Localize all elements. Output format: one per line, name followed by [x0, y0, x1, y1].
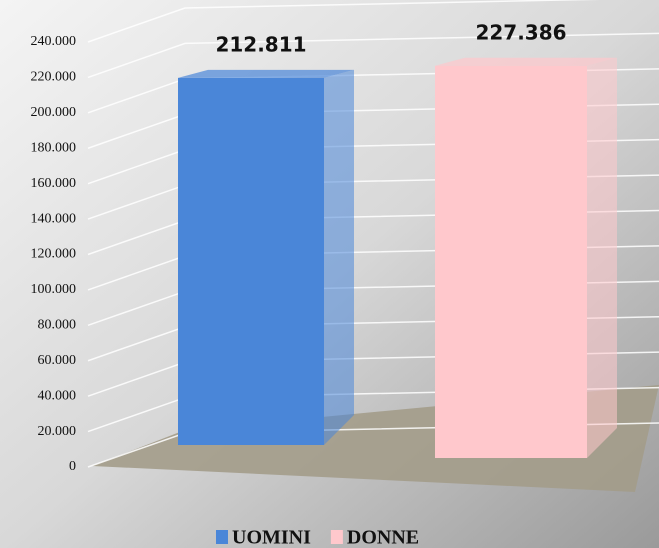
bar-side	[587, 58, 617, 458]
y-tick-label: 80.000	[38, 318, 77, 333]
bar	[178, 78, 324, 445]
y-tick-label: 40.000	[38, 388, 77, 403]
y-tick-label: 220.000	[31, 70, 77, 85]
y-tick-label: 140.000	[31, 211, 77, 226]
legend-swatch	[216, 530, 228, 544]
page: 0 20.000 40.000 60.000 80.000 100.000 120.000 1…	[0, 0, 659, 548]
y-tick-label: 20.000	[38, 424, 77, 439]
y-tick-label: 0	[69, 459, 76, 474]
y-tick-label: 200.000	[31, 105, 77, 120]
bar-side	[324, 70, 354, 445]
legend-swatch	[331, 530, 343, 544]
y-tick-label: 60.000	[38, 353, 77, 368]
chart: 0 20.000 40.000 60.000 80.000 100.000 120.000 1…	[0, 0, 659, 548]
legend-label: DONNE	[347, 527, 419, 548]
y-tick-label: 100.000	[31, 282, 77, 297]
y-tick-label: 160.000	[31, 176, 77, 191]
value-label: 227.386	[475, 20, 566, 44]
value-label: 212.811	[215, 32, 306, 56]
bar	[435, 66, 587, 458]
legend-label: UOMINI	[232, 527, 311, 548]
y-tick-label: 120.000	[31, 247, 77, 262]
y-tick-label: 180.000	[31, 140, 77, 155]
y-tick-label: 240.000	[31, 34, 77, 49]
bar-top	[435, 58, 617, 66]
bar-top	[178, 70, 354, 78]
